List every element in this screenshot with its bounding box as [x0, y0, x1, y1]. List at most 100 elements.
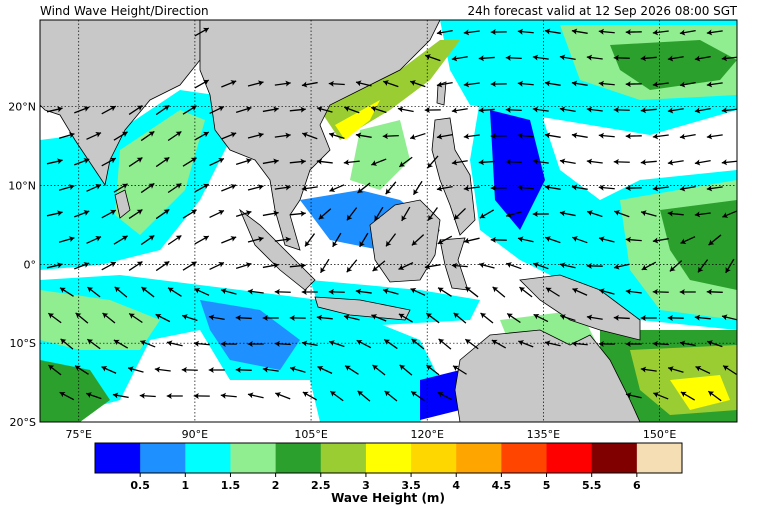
wind-arrow	[451, 107, 468, 114]
wind-arrow	[505, 211, 522, 218]
arrow-head	[202, 79, 209, 86]
arrow-head	[109, 261, 116, 268]
wind-arrow	[505, 158, 522, 165]
arrow-head	[613, 106, 619, 113]
wind-arrow	[425, 312, 440, 324]
arrow-head	[436, 185, 443, 192]
arrow-head	[517, 236, 524, 243]
wind-arrow	[478, 55, 495, 62]
arrow-head	[300, 210, 306, 217]
wind-arrow	[517, 236, 534, 243]
wind-arrow	[359, 232, 369, 248]
wind-arrow	[357, 182, 371, 194]
arrow-head	[317, 366, 324, 372]
arrow-head	[148, 235, 155, 241]
arrow-head	[652, 81, 659, 88]
wind-arrow	[544, 184, 561, 191]
arrow-head	[695, 366, 702, 372]
wind-arrow	[721, 107, 737, 114]
wind-arrow	[346, 207, 358, 221]
arrow-head	[371, 106, 377, 112]
arrow-head	[463, 237, 470, 244]
arrow-head	[136, 261, 143, 267]
arrow-head	[436, 29, 443, 36]
arrow-head	[95, 132, 102, 138]
wind-arrow	[113, 131, 128, 141]
wind-arrow	[653, 392, 669, 400]
arrow-head	[163, 157, 170, 163]
arrow-head	[247, 392, 254, 399]
arrow-head	[329, 186, 336, 192]
wind-arrow	[401, 206, 411, 222]
arrow-head	[257, 132, 264, 139]
colorbar-label: Wave Height (m)	[331, 491, 445, 505]
arrow-head	[193, 392, 199, 399]
colorbar-tick-label: 2.5	[311, 479, 331, 492]
wind-arrow	[274, 288, 291, 295]
axes: 75°E 90°E 105°E 120°E 135°E 150°E 20°N 10°N 0° 10…	[8, 101, 676, 441]
wind-arrow	[74, 106, 90, 114]
wind-arrow	[247, 184, 264, 191]
wind-arrow	[708, 234, 722, 246]
arrow-head	[202, 131, 209, 138]
wind-arrow	[463, 29, 480, 36]
arrow-head	[679, 81, 686, 88]
wind-arrow	[571, 340, 588, 347]
wind-arrow	[625, 185, 642, 192]
wind-arrow	[371, 158, 387, 166]
wind-arrow	[436, 185, 453, 192]
arrow-head	[328, 288, 334, 295]
arrow-head	[613, 314, 619, 321]
arrow-head	[667, 107, 674, 114]
arrow-head	[75, 312, 82, 319]
arrow-head	[438, 338, 445, 345]
wind-arrow	[652, 133, 669, 140]
arrow-head	[343, 159, 350, 166]
wind-arrow	[371, 314, 387, 322]
arrow-head	[625, 29, 631, 36]
wind-arrow	[289, 106, 306, 113]
wind-arrow	[505, 54, 522, 61]
wind-arrow	[221, 80, 237, 88]
wave-area	[660, 200, 737, 290]
arrow-head	[598, 340, 604, 347]
wind-arrow	[247, 80, 264, 87]
colorbar-swatch	[365, 443, 412, 473]
arrow-head	[410, 80, 416, 86]
arrow-head	[721, 159, 728, 166]
wind-arrow	[101, 157, 117, 167]
wind-arrow	[46, 262, 63, 269]
arrow-head	[86, 392, 92, 398]
arrow-head	[257, 80, 264, 87]
wind-arrow	[289, 314, 306, 321]
wind-arrow	[166, 392, 183, 399]
wind-arrow	[247, 288, 264, 295]
wind-arrow	[706, 81, 723, 88]
arrow-head	[163, 209, 170, 215]
arrow-head	[273, 106, 279, 113]
arrow-head	[75, 365, 81, 371]
wind-arrow	[332, 232, 342, 248]
arrow-head	[175, 183, 182, 189]
wind-arrow	[667, 159, 684, 166]
arrow-head	[208, 314, 215, 321]
lat-label: 10°N	[8, 180, 36, 193]
wind-arrow	[128, 157, 143, 167]
arrow-head	[598, 184, 605, 191]
wind-arrow	[318, 208, 332, 220]
wind-arrow	[586, 54, 603, 61]
land	[40, 20, 641, 422]
wind-arrow	[559, 106, 576, 113]
wind-arrow	[302, 132, 318, 140]
arrow-head	[641, 264, 648, 271]
wind-arrow	[453, 312, 467, 324]
wind-arrow	[140, 340, 156, 348]
wind-arrow	[398, 313, 413, 323]
arrow-head	[410, 288, 417, 294]
wind-arrow	[667, 107, 684, 114]
arrow-head	[317, 106, 323, 113]
wind-arrow	[355, 288, 372, 295]
arrow-head	[492, 286, 499, 293]
arrow-head	[725, 267, 731, 273]
wind-arrow	[613, 106, 630, 113]
